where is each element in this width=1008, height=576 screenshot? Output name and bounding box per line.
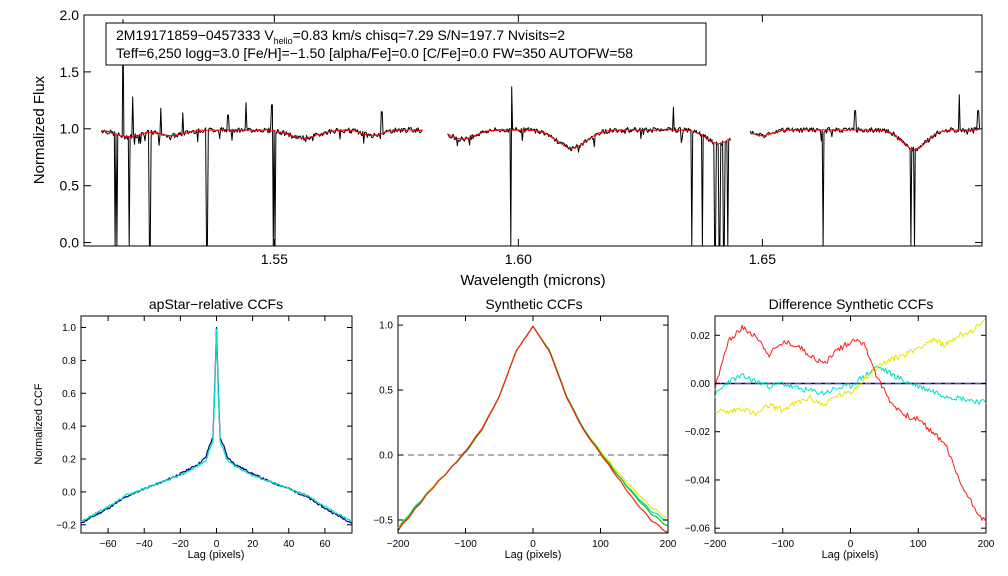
vhelio-sub: helio [274, 36, 293, 46]
info-line-1: 2M19171859−0457333 Vhelio=0.83 km/s chis… [116, 27, 565, 46]
x-tick-label-4: 200 [660, 539, 677, 550]
synthetic-marks [397, 325, 669, 533]
x-tick-label-2: 0 [530, 539, 536, 550]
y-tick-label-1: 0.0 [62, 487, 76, 498]
y-tick-label-3: 1.5 [60, 64, 80, 80]
x-tick-label-6: 60 [319, 539, 331, 550]
x-tick-label-1: 1.60 [505, 251, 532, 267]
y-tick-label-2: 0.2 [62, 455, 76, 466]
apstar-series-visit-2 [80, 328, 353, 523]
chisq: chisq=7.29 [365, 27, 433, 43]
synthetic-series-yellow [397, 325, 669, 529]
difference-frame [714, 315, 987, 534]
synthetic-xlabel: Lag (pixels) [505, 549, 562, 561]
x-tick-label-0: −60 [100, 539, 117, 550]
y-tick-label-0: −0.06 [685, 524, 711, 535]
y-tick-label-3: 1.0 [379, 321, 393, 332]
difference-series-yellow [714, 318, 987, 416]
y-tick-label-2: −0.02 [685, 427, 711, 438]
x-tick-label-1: −100 [771, 539, 794, 550]
x-tick-label-0: 1.55 [261, 251, 288, 267]
y-tick-label-0: −0.2 [56, 520, 76, 531]
spectrum-info-box: 2M19171859−0457333 Vhelio=0.83 km/s chis… [105, 22, 707, 66]
y-tick-label-1: 0.0 [379, 451, 393, 462]
synthetic-title: Synthetic CCFs [485, 296, 582, 312]
spectrum-frame [83, 14, 983, 247]
apstar-marks [80, 326, 353, 524]
spectrum-xlabel: Wavelength (microns) [460, 272, 605, 289]
vhelio-prefix: V [264, 27, 274, 43]
spectrum-panel: 1.55 1.60 1.65 0.0 0.5 1.0 1.5 2.0 2M19171859−0… [31, 7, 983, 289]
spectrum-axes: 1.55 1.60 1.65 0.0 0.5 1.0 1.5 2.0 [60, 7, 982, 267]
synthetic-axes: −200 −100 0 100 200 −0.5 0.0 0.5 1.0 [373, 316, 677, 550]
x-tick-label-4: 20 [247, 539, 259, 550]
apstar-xlabel: Lag (pixels) [188, 549, 245, 561]
x-tick-label-4: 200 [978, 539, 995, 550]
difference-ccf-panel: Difference Synthetic CCFs −200 −100 0 100 20… [685, 296, 995, 561]
y-tick-label-3: 0.4 [62, 422, 76, 433]
info-box-frame [105, 22, 707, 66]
x-tick-label-2: 1.65 [749, 251, 776, 267]
observed-spectrum-segment-2 [749, 94, 980, 247]
apstar-ylabel: Normalized CCF [33, 383, 45, 465]
synthetic-series-red [397, 325, 669, 533]
x-tick-label-5: 40 [283, 539, 295, 550]
y-tick-label-6: 1.0 [62, 323, 76, 334]
y-tick-label-0: −0.5 [373, 516, 393, 527]
nvisits: Nvisits=2 [508, 27, 565, 43]
x-tick-label-3: 100 [910, 539, 927, 550]
difference-series-red [714, 324, 987, 523]
model-spectrum-segment-0 [100, 128, 423, 139]
spectrum-ylabel: Normalized Flux [31, 75, 48, 184]
x-tick-label-0: −200 [704, 539, 727, 550]
difference-title: Difference Synthetic CCFs [769, 296, 934, 312]
y-tick-label-4: 2.0 [60, 7, 80, 23]
y-tick-label-0: 0.0 [60, 234, 80, 250]
y-tick-label-2: 0.5 [379, 386, 393, 397]
difference-xlabel: Lag (pixels) [822, 549, 879, 561]
x-tick-label-2: 0 [848, 539, 854, 550]
synthetic-frame [397, 315, 669, 534]
model-spectrum-segment-1 [447, 128, 731, 149]
difference-marks [714, 318, 987, 523]
vhelio-value: =0.83 km/s [293, 27, 362, 43]
y-tick-label-1: 0.5 [60, 178, 80, 194]
synthetic-ccf-panel: Synthetic CCFs −200 −100 0 100 200 −0.5 0.0 0.5… [373, 296, 677, 561]
snr: S/N=197.7 [437, 27, 504, 43]
model-spectrum-segment-2 [749, 128, 980, 151]
x-tick-label-3: 0 [214, 539, 220, 550]
info-line-2: Teff=6,250 logg=3.0 [Fe/H]=−1.50 [alpha/… [116, 45, 633, 61]
x-tick-label-1: −40 [136, 539, 153, 550]
x-tick-label-3: 100 [592, 539, 609, 550]
x-tick-label-1: −100 [454, 539, 477, 550]
apstar-ccf-panel: apStar−relative CCFs −60 −40 −20 0 20 40 60 −0.… [33, 296, 353, 561]
difference-series-cyan [714, 365, 987, 405]
x-tick-label-2: −20 [172, 539, 189, 550]
x-tick-label-0: −200 [387, 539, 410, 550]
observed-spectrum-segment-1 [447, 86, 731, 247]
apstar-series-visit-1 [80, 326, 353, 524]
y-tick-label-3: 0.00 [691, 379, 711, 390]
y-tick-label-4: 0.6 [62, 389, 76, 400]
spectrum-marks [100, 19, 980, 247]
apstar-title: apStar−relative CCFs [149, 296, 283, 312]
object-id: 2M19171859−0457333 [116, 27, 261, 43]
difference-axes: −200 −100 0 100 200 −0.06 −0.04 −0.02 0.00 0.02 [685, 316, 995, 550]
synthetic-series-cyan [397, 325, 669, 529]
y-tick-label-4: 0.02 [691, 331, 711, 342]
y-tick-label-2: 1.0 [60, 121, 80, 137]
synthetic-series-green [397, 325, 669, 531]
apstar-axes: −60 −40 −20 0 20 40 60 −0.2 0.0 0.2 0.4 0.6 0.8 1.0 [56, 316, 352, 550]
y-tick-label-1: −0.04 [685, 475, 711, 486]
y-tick-label-5: 0.8 [62, 356, 76, 367]
